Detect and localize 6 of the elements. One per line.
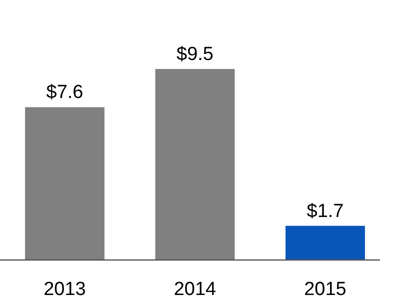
data-label: $1.7: [306, 200, 344, 222]
x-tick-label: 2014: [174, 279, 217, 300]
x-tick-label: 2013: [44, 279, 86, 300]
data-label: $7.6: [46, 82, 84, 104]
x-tick-label: 2015: [304, 279, 346, 300]
data-label: $9.5: [176, 44, 214, 65]
